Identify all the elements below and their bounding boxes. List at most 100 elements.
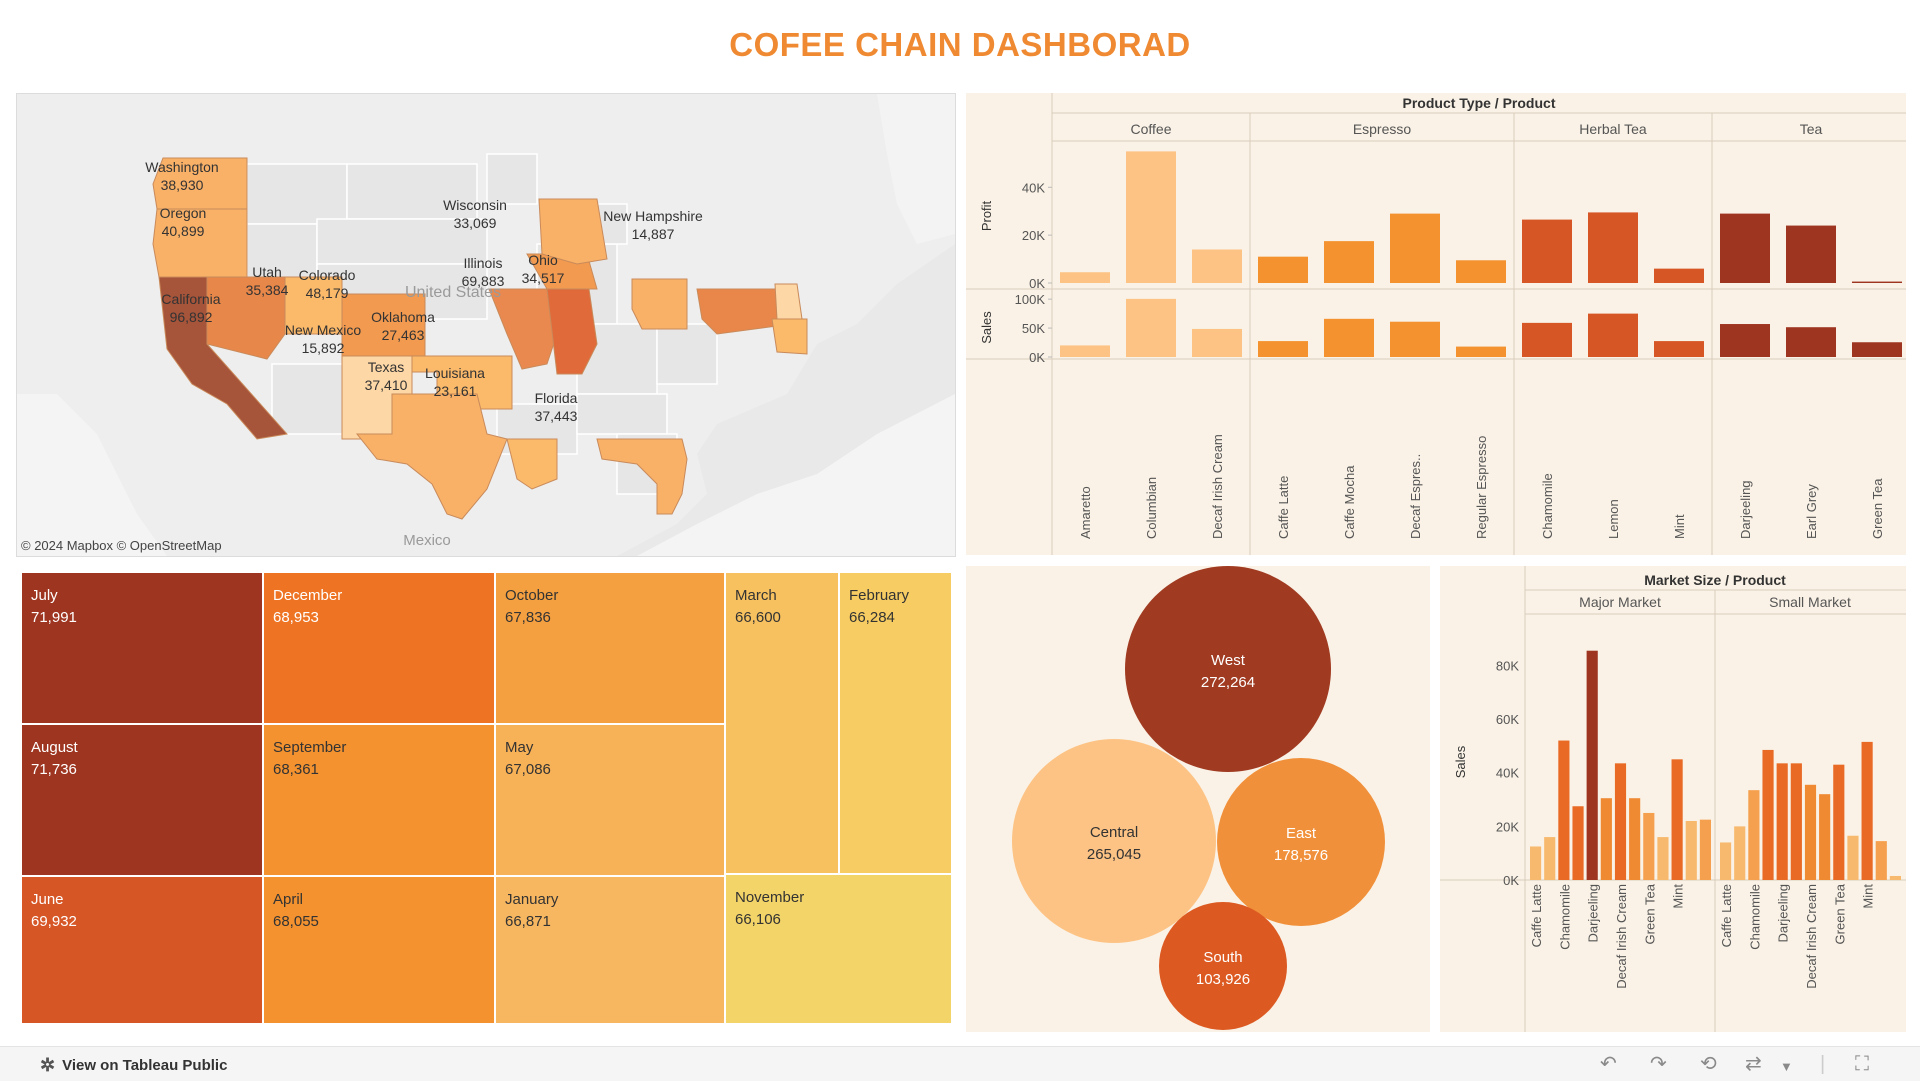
bar-profit[interactable] xyxy=(1258,256,1308,283)
treemap-cell-september[interactable]: September 68,361 xyxy=(263,724,495,876)
bar-profit[interactable] xyxy=(1720,213,1770,283)
bar-sales[interactable] xyxy=(1060,345,1110,357)
treemap-cell-april[interactable]: April 68,055 xyxy=(263,876,495,1024)
treemap-value-label: 71,991 xyxy=(31,609,77,626)
market-bar[interactable] xyxy=(1734,826,1746,880)
bar-profit[interactable] xyxy=(1852,281,1902,283)
view-on-tableau-link[interactable]: ✲ View on Tableau Public xyxy=(40,1055,227,1076)
region-bubble-chart[interactable]: West 272,264 Central 265,045 East 178,576 Sout… xyxy=(966,566,1430,1032)
market-bar[interactable] xyxy=(1530,846,1542,880)
treemap-cell-july[interactable]: July 71,991 xyxy=(21,572,263,724)
state-name-label: Colorado xyxy=(299,267,356,283)
product-tick-label: Caffe Latte xyxy=(1719,884,1734,947)
market-bar[interactable] xyxy=(1804,784,1817,880)
bar-sales[interactable] xyxy=(1126,298,1176,357)
undo-icon[interactable]: ↶ xyxy=(1600,1053,1617,1075)
market-bar[interactable] xyxy=(1875,841,1887,880)
bar-sales[interactable] xyxy=(1258,341,1308,357)
map-canvas[interactable]: Washington 38,930 Oregon 40,899 California 96… xyxy=(17,94,955,556)
bar-profit[interactable] xyxy=(1126,151,1176,283)
market-bar[interactable] xyxy=(1776,763,1788,880)
product-tick-label: Darjeeling xyxy=(1586,884,1601,943)
bar-sales[interactable] xyxy=(1588,313,1638,357)
monthly-treemap[interactable]: July 71,991 August 71,736 June 69,932 December… xyxy=(16,568,954,1028)
market-bar[interactable] xyxy=(1629,798,1641,880)
treemap-cell-october[interactable]: October 67,836 xyxy=(495,572,725,724)
treemap-cell-february[interactable]: February 66,284 xyxy=(839,572,952,874)
bubble-south[interactable] xyxy=(1159,902,1287,1030)
bar-profit[interactable] xyxy=(1456,260,1506,283)
market-bar[interactable] xyxy=(1657,837,1669,880)
treemap-cell-august[interactable]: August 71,736 xyxy=(21,724,263,876)
tableau-toolbar: ✲ View on Tableau Public ↶ ↷ ⟲ ⇄ ▼ | ⛶ xyxy=(0,1046,1920,1081)
view-on-tableau-label: View on Tableau Public xyxy=(62,1057,228,1074)
treemap-month-label: March xyxy=(735,587,777,604)
bar-profit[interactable] xyxy=(1390,213,1440,283)
market-bar[interactable] xyxy=(1572,806,1584,880)
market-bar[interactable] xyxy=(1861,741,1873,880)
bar-sales[interactable] xyxy=(1852,342,1902,357)
market-bar[interactable] xyxy=(1720,842,1732,880)
bar-profit[interactable] xyxy=(1654,268,1704,283)
market-size-chart[interactable]: Market Size / Product Sales 0K 20K 40K 60K 80K… xyxy=(1440,566,1906,1032)
toolbar-divider: | xyxy=(1820,1053,1826,1075)
bar-sales[interactable] xyxy=(1456,346,1506,357)
bar-profit[interactable] xyxy=(1588,212,1638,283)
bar-sales[interactable] xyxy=(1324,318,1374,357)
treemap-month-label: October xyxy=(505,587,559,604)
treemap-value-label: 67,836 xyxy=(505,609,551,626)
bubble-central[interactable] xyxy=(1012,739,1216,943)
market-bar[interactable] xyxy=(1762,749,1774,880)
bar-sales[interactable] xyxy=(1192,328,1242,357)
market-bar[interactable] xyxy=(1614,763,1627,880)
market-size-chart-canvas[interactable]: Market Size / Product Sales 0K 20K 40K 60K 80K… xyxy=(1440,566,1906,1032)
bubble-west[interactable] xyxy=(1125,566,1331,772)
market-bar[interactable] xyxy=(1833,764,1845,880)
market-bar[interactable] xyxy=(1819,794,1831,880)
treemap-cell-december[interactable]: December 68,953 xyxy=(263,572,495,724)
bar-profit[interactable] xyxy=(1060,272,1110,283)
market-bar[interactable] xyxy=(1790,763,1802,880)
market-bar[interactable] xyxy=(1600,798,1612,880)
market-bar[interactable] xyxy=(1671,759,1683,880)
product-tick-label: Mint xyxy=(1672,514,1687,539)
treemap-cell-june[interactable]: June 69,932 xyxy=(21,876,263,1024)
product-type-chart[interactable]: Product Type / Product Coffee Amaretto Colu… xyxy=(966,93,1906,555)
state-name-label: New Hampshire xyxy=(603,208,703,224)
market-bar[interactable] xyxy=(1544,837,1556,880)
revert-icon[interactable]: ⟲ xyxy=(1700,1053,1717,1075)
treemap-cell-november[interactable]: November 66,106 xyxy=(725,874,952,1024)
refresh-icon[interactable]: ⇄ xyxy=(1745,1053,1762,1075)
market-bar[interactable] xyxy=(1748,790,1760,880)
bar-sales[interactable] xyxy=(1654,341,1704,357)
chevron-down-icon[interactable]: ▼ xyxy=(1780,1059,1793,1074)
bar-profit[interactable] xyxy=(1324,241,1374,283)
treemap-cell-may[interactable]: May 67,086 xyxy=(495,724,725,876)
bar-sales[interactable] xyxy=(1786,327,1836,357)
market-bar[interactable] xyxy=(1558,740,1570,880)
market-bar[interactable] xyxy=(1685,821,1697,880)
bar-profit[interactable] xyxy=(1522,219,1572,283)
bar-profit[interactable] xyxy=(1786,225,1836,283)
treemap-cell-january[interactable]: January 66,871 xyxy=(495,876,725,1024)
market-bar[interactable] xyxy=(1847,835,1859,880)
bar-sales[interactable] xyxy=(1390,321,1440,357)
bar-profit[interactable] xyxy=(1192,249,1242,284)
bar-sales[interactable] xyxy=(1522,322,1572,357)
region-bubble-canvas[interactable]: West 272,264 Central 265,045 East 178,576 Sout… xyxy=(966,566,1430,1032)
market-bar[interactable] xyxy=(1586,650,1598,880)
market-bar[interactable] xyxy=(1643,812,1655,880)
bubble-east[interactable] xyxy=(1217,758,1385,926)
fullscreen-icon[interactable]: ⛶ xyxy=(1855,1053,1869,1075)
product-tick-label: Amaretto xyxy=(1078,486,1093,539)
bar-sales[interactable] xyxy=(1720,324,1770,357)
market-bar[interactable] xyxy=(1699,819,1711,880)
treemap-cell-march[interactable]: March 66,600 xyxy=(725,572,839,874)
treemap-value-label: 68,953 xyxy=(273,609,319,626)
market-bar[interactable] xyxy=(1889,875,1901,880)
state-profit-map[interactable]: Washington 38,930 Oregon 40,899 California 96… xyxy=(16,93,956,557)
group-header: Coffee xyxy=(1131,121,1172,137)
redo-icon[interactable]: ↷ xyxy=(1650,1053,1667,1075)
product-tick-label: Decaf Irish Cream xyxy=(1210,434,1225,539)
product-type-chart-canvas[interactable]: Product Type / Product Coffee Amaretto Colu… xyxy=(966,93,1906,555)
